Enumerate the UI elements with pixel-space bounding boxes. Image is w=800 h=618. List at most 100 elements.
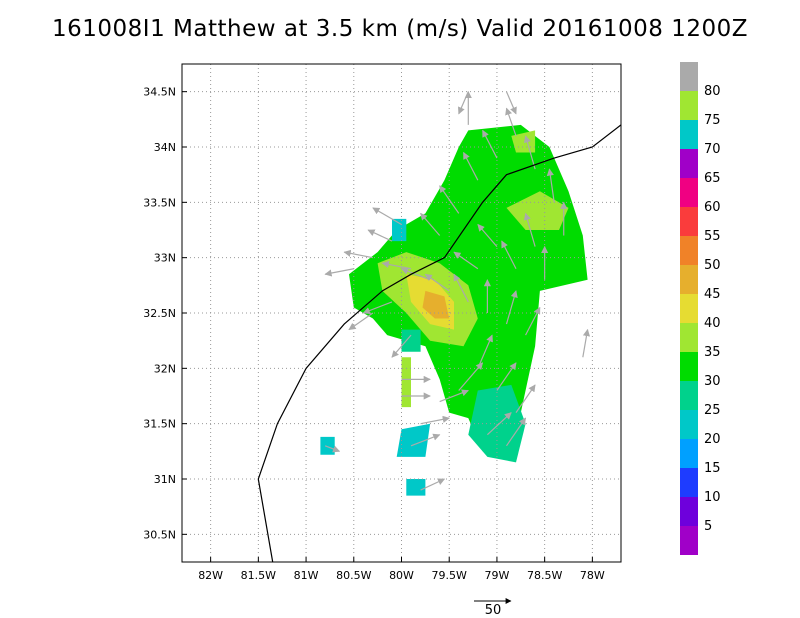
wind-arrow	[453, 251, 479, 270]
colorbar-label: 20	[704, 432, 721, 447]
vector-key-label: 50	[485, 603, 502, 618]
y-tick-label: 31N	[154, 473, 176, 486]
colorbar-label: 55	[704, 229, 721, 244]
colorbar-swatch	[680, 381, 698, 410]
wind-region	[396, 423, 431, 457]
x-tick-label: 79.5W	[432, 569, 467, 582]
wind-arrow	[372, 207, 402, 225]
colorbar-label: 25	[704, 403, 721, 418]
wind-arrow	[453, 273, 469, 303]
colorbar-label: 70	[704, 142, 721, 157]
wind-arrow	[362, 301, 393, 315]
colorbar-swatch	[680, 439, 698, 468]
x-tick-label: 78.5W	[527, 569, 562, 582]
wind-arrow	[439, 185, 460, 214]
colorbar-swatch	[680, 62, 698, 91]
colorbar-swatch	[680, 178, 698, 207]
y-tick-label: 33N	[154, 252, 176, 265]
axis-ticks: 82W 81.5W 81W 80.5W 80W 79.5W 79W 78.5W 78W 30.5N…	[143, 86, 605, 582]
wind-vectors	[324, 90, 591, 491]
x-tick-label: 80.5W	[336, 569, 371, 582]
wind-arrow	[505, 107, 517, 137]
wind-arrow	[343, 249, 373, 259]
wind-region	[406, 479, 426, 496]
vector-key: 50	[474, 598, 512, 618]
colorbar-label: 50	[704, 258, 721, 273]
colorbar-swatch	[680, 410, 698, 439]
wind-arrow	[525, 306, 541, 336]
colorbar-swatch	[680, 91, 698, 120]
wind-arrow	[324, 445, 341, 453]
colorbar-label: 60	[704, 200, 721, 215]
wind-arrow	[477, 223, 498, 247]
wind-arrow	[420, 478, 446, 491]
colorbar-label: 15	[704, 461, 721, 476]
wind-arrow	[501, 240, 517, 270]
colorbar-swatch	[680, 497, 698, 526]
wind-arrow	[420, 212, 441, 236]
colorbar-label: 30	[704, 374, 721, 389]
colorbar-label: 80	[704, 84, 721, 99]
y-tick-label: 34N	[154, 141, 176, 154]
colorbar-swatch	[680, 294, 698, 323]
wind-arrow	[482, 129, 498, 159]
wind-arrow	[324, 268, 354, 277]
colorbar-swatch	[680, 526, 698, 555]
colorbar-label: 45	[704, 287, 721, 302]
wind-arrow	[420, 415, 450, 425]
colorbar-swatch	[680, 468, 698, 497]
wind-arrow	[458, 91, 469, 115]
wind-arrow	[458, 362, 484, 391]
colorbar-label: 40	[704, 316, 721, 331]
wind-region	[401, 329, 421, 352]
y-tick-label: 33.5N	[143, 196, 176, 209]
wind-arrow	[523, 135, 536, 170]
wind-arrow	[367, 229, 393, 242]
wind-arrow	[505, 91, 517, 115]
wind-arrow	[391, 334, 412, 358]
wind-arrow	[505, 417, 527, 447]
x-tick-label: 79W	[484, 569, 509, 582]
coastline	[257, 124, 621, 562]
colorbar-swatch	[680, 352, 698, 381]
colorbar-label: 65	[704, 171, 721, 186]
y-tick-label: 30.5N	[143, 528, 176, 541]
y-tick-label: 34.5N	[143, 86, 176, 99]
colorbar-swatch	[680, 120, 698, 149]
wind-arrow	[348, 312, 374, 331]
wind-region	[468, 384, 526, 463]
colorbar-swatch	[680, 323, 698, 352]
wind-arrow	[410, 433, 441, 447]
wind-arrow	[462, 151, 479, 181]
colorbar-label: 5	[704, 519, 712, 534]
wind-arrow	[496, 362, 517, 391]
wind-arrow	[505, 290, 518, 325]
wind-arrow	[515, 384, 536, 413]
wind-arrow	[424, 273, 450, 292]
x-tick-label: 80W	[389, 569, 414, 582]
wind-region	[401, 357, 411, 408]
colorbar-label: 35	[704, 345, 721, 360]
wind-arrow	[546, 168, 555, 203]
lat-lon-grid	[182, 64, 621, 562]
colorbar-swatch	[680, 265, 698, 294]
colorbar-swatch	[680, 236, 698, 265]
wind-region	[320, 436, 335, 455]
y-tick-label: 32N	[154, 362, 176, 375]
wind-region	[506, 191, 569, 230]
x-tick-label: 81W	[294, 569, 319, 582]
wind-arrow	[523, 212, 536, 247]
x-tick-label: 78W	[580, 569, 605, 582]
colorbar-label: 10	[704, 490, 721, 505]
coastline-path	[257, 124, 621, 562]
x-tick-label: 81.5W	[241, 569, 276, 582]
colorbar-swatch	[680, 149, 698, 178]
wind-arrow	[439, 389, 469, 403]
y-tick-label: 31.5N	[143, 418, 176, 431]
wind-arrow	[486, 412, 512, 436]
wind-region	[392, 218, 407, 242]
x-tick-label: 82W	[198, 569, 223, 582]
chart-title: 161008I1 Matthew at 3.5 km (m/s) Valid 2…	[52, 16, 748, 42]
y-tick-label: 32.5N	[143, 307, 176, 320]
